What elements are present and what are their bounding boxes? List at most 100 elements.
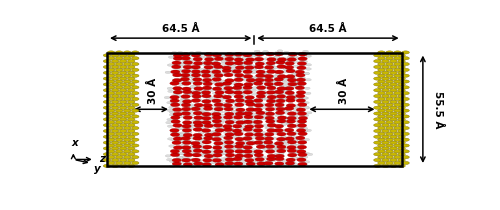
Circle shape <box>262 93 268 96</box>
Circle shape <box>293 65 299 67</box>
Circle shape <box>382 71 389 74</box>
Circle shape <box>292 104 298 107</box>
Circle shape <box>234 52 243 56</box>
Circle shape <box>288 140 296 144</box>
Circle shape <box>178 127 184 129</box>
Circle shape <box>254 60 260 62</box>
Circle shape <box>306 129 312 132</box>
Circle shape <box>204 101 209 104</box>
Circle shape <box>247 153 253 156</box>
Circle shape <box>176 74 181 76</box>
Circle shape <box>266 107 274 111</box>
Circle shape <box>398 89 406 92</box>
Circle shape <box>276 107 285 111</box>
Circle shape <box>222 95 232 99</box>
Circle shape <box>224 157 230 159</box>
Circle shape <box>264 160 270 163</box>
Circle shape <box>108 126 115 130</box>
Circle shape <box>302 127 308 130</box>
Circle shape <box>233 136 238 139</box>
Circle shape <box>398 60 406 63</box>
Circle shape <box>264 136 270 138</box>
Circle shape <box>394 161 402 164</box>
Circle shape <box>278 75 286 78</box>
Circle shape <box>225 144 230 147</box>
Circle shape <box>196 159 202 162</box>
Circle shape <box>104 89 111 92</box>
Circle shape <box>271 137 277 139</box>
Circle shape <box>192 162 198 164</box>
Circle shape <box>267 99 273 101</box>
Circle shape <box>234 73 244 77</box>
Circle shape <box>222 88 228 91</box>
Circle shape <box>265 116 274 120</box>
Circle shape <box>272 61 278 63</box>
Circle shape <box>255 78 264 82</box>
Circle shape <box>178 140 184 142</box>
Circle shape <box>128 153 135 156</box>
Circle shape <box>231 82 237 84</box>
Circle shape <box>230 118 235 121</box>
Circle shape <box>394 51 402 54</box>
Circle shape <box>182 79 188 81</box>
Circle shape <box>232 101 237 104</box>
Circle shape <box>254 77 260 80</box>
Circle shape <box>298 153 307 157</box>
Circle shape <box>402 74 409 77</box>
Circle shape <box>398 65 406 68</box>
Circle shape <box>285 137 294 141</box>
Circle shape <box>124 156 131 159</box>
Circle shape <box>264 139 270 141</box>
Circle shape <box>244 83 253 86</box>
Circle shape <box>250 55 256 57</box>
Circle shape <box>291 96 297 99</box>
Circle shape <box>390 141 398 144</box>
Circle shape <box>246 141 256 145</box>
Circle shape <box>235 158 241 160</box>
Circle shape <box>124 150 131 153</box>
Circle shape <box>191 137 196 139</box>
Circle shape <box>176 114 182 116</box>
Circle shape <box>296 108 306 112</box>
Circle shape <box>382 153 389 156</box>
Circle shape <box>298 132 307 136</box>
Circle shape <box>196 109 201 111</box>
Circle shape <box>170 81 179 85</box>
Circle shape <box>169 114 175 116</box>
Circle shape <box>187 128 192 130</box>
Circle shape <box>112 129 119 133</box>
Circle shape <box>192 73 200 77</box>
Circle shape <box>181 61 187 64</box>
Circle shape <box>378 57 385 60</box>
Circle shape <box>224 136 233 140</box>
Circle shape <box>256 101 262 104</box>
Circle shape <box>235 150 244 153</box>
Circle shape <box>212 131 217 134</box>
Circle shape <box>190 81 195 83</box>
Circle shape <box>240 158 245 161</box>
Circle shape <box>245 140 251 143</box>
Circle shape <box>180 156 186 159</box>
Circle shape <box>263 124 269 126</box>
Circle shape <box>218 160 224 163</box>
Circle shape <box>224 153 230 155</box>
Circle shape <box>188 106 194 108</box>
Circle shape <box>244 120 252 124</box>
Circle shape <box>169 111 175 113</box>
Circle shape <box>204 107 212 110</box>
Circle shape <box>210 150 216 152</box>
Circle shape <box>260 143 265 145</box>
Circle shape <box>204 133 214 137</box>
Circle shape <box>132 161 139 164</box>
Circle shape <box>182 124 191 128</box>
Circle shape <box>104 71 111 74</box>
Circle shape <box>236 121 245 124</box>
Circle shape <box>307 153 312 156</box>
Circle shape <box>252 119 258 121</box>
Circle shape <box>186 94 191 96</box>
Circle shape <box>250 110 256 112</box>
Circle shape <box>276 114 282 116</box>
Circle shape <box>182 103 190 107</box>
Circle shape <box>374 77 381 80</box>
Circle shape <box>264 76 269 78</box>
